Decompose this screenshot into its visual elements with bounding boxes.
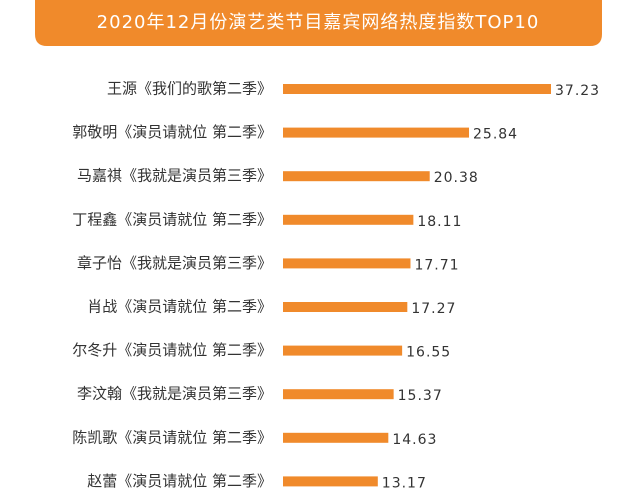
bar <box>283 171 430 182</box>
category-label: 马嘉祺《我就是演员第三季》 <box>77 167 272 185</box>
category-label: 肖战《演员请就位 第二季》 <box>87 298 272 316</box>
value-label: 25.84 <box>473 127 518 143</box>
chart-title: 2020年12月份演艺类节目嘉宾网络热度指数TOP10 <box>97 12 540 33</box>
bar <box>283 84 551 94</box>
value-label: 20.38 <box>434 170 479 186</box>
bar <box>283 476 378 487</box>
category-label: 郭敬明《演员请就位 第二季》 <box>72 123 272 141</box>
value-label: 37.23 <box>555 83 600 99</box>
category-label: 陈凯歌《演员请就位 第二季》 <box>72 428 272 446</box>
bar <box>283 389 394 400</box>
value-label: 14.63 <box>392 432 437 448</box>
bar <box>283 302 408 312</box>
value-label: 13.17 <box>382 475 427 491</box>
category-label: 赵蕾《演员请就位 第二季》 <box>87 472 272 490</box>
value-label: 18.11 <box>417 214 462 230</box>
category-label: 丁程鑫《演员请就位 第二季》 <box>72 210 272 228</box>
bar <box>283 432 389 443</box>
value-label: 16.55 <box>406 345 451 361</box>
title-banner <box>35 0 602 46</box>
category-label: 王源《我们的歌第二季》 <box>107 80 272 98</box>
bar <box>283 127 470 138</box>
category-label: 尔冬升《演员请就位 第二季》 <box>72 341 272 359</box>
value-label: 17.71 <box>414 257 459 273</box>
value-label: 17.27 <box>411 301 456 317</box>
category-label: 李汶翰《我就是演员第三季》 <box>77 385 272 403</box>
bar <box>283 345 403 356</box>
category-label: 章子怡《我就是演员第三季》 <box>77 254 272 272</box>
value-label: 15.37 <box>398 388 443 404</box>
bar <box>283 214 414 225</box>
bar <box>283 258 411 269</box>
